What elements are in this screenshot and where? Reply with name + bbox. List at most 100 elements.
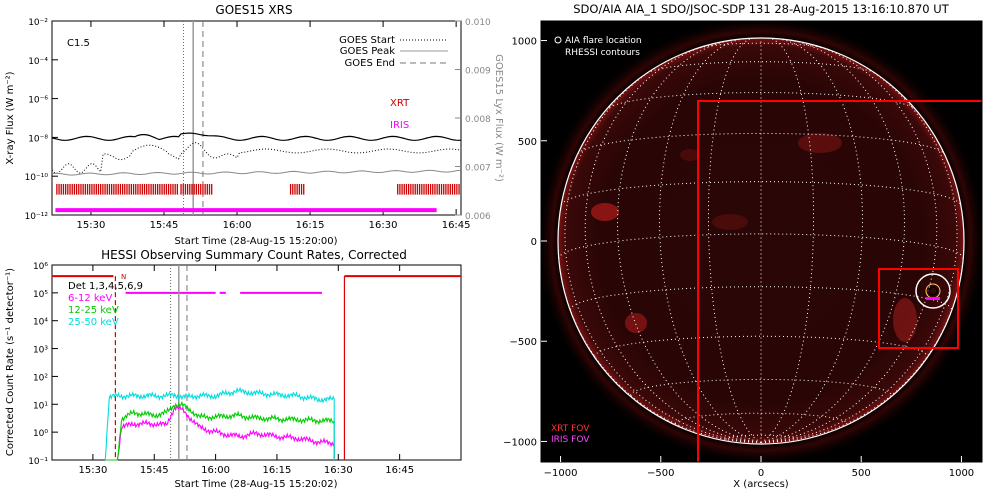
iris-slit-marker (926, 297, 940, 300)
active-region-south (625, 313, 647, 333)
goes-axes: 15:30 15:45 16:00 16:15 16:30 16:45 10⁻¹² 10⁻¹⁰… (25, 18, 491, 231)
hessi-x-tick-label: 16:15 (263, 465, 292, 476)
label-iris-fov: IRIS FOV (551, 435, 590, 445)
hessi-y-tick-label: 10³ (33, 346, 48, 356)
goes-y2-tick-label: 0.010 (465, 18, 491, 28)
goes-y-tick-label: 10⁻² (28, 18, 48, 28)
hessi-curves (52, 265, 461, 461)
aia-x-tick-label: 0 (758, 468, 764, 479)
iris-fov-box (878, 268, 959, 349)
rhessi-contours (925, 283, 941, 300)
hessi-title: HESSI Observing Summary Count Rates, Cor… (101, 248, 407, 262)
solar-limb (557, 37, 965, 445)
hessi-plot-frame (51, 264, 462, 461)
hessi-y-tick-label: 10² (33, 373, 48, 383)
goes-y2-tick-label: 0.008 (465, 115, 491, 125)
hessi-y-tick-label: 10⁰ (33, 429, 48, 439)
goes-long-channel-curve (51, 132, 462, 141)
grid-longitude-line (708, 37, 762, 443)
hessi-legend-title: Det 1,3,4,5,6,9 (68, 281, 143, 292)
goes-x-tick-label: 15:30 (77, 220, 106, 231)
label-xrt-fov: XRT FOV (551, 424, 590, 434)
legend-12-25kev: 12-25 keV (68, 305, 119, 316)
legend-6-12kev: 6-12 keV (68, 293, 112, 304)
goes-curves (51, 132, 462, 213)
grid-latitude-line (577, 132, 945, 154)
aia-y-tick-label: 0 (531, 237, 537, 248)
hessi-x-tick-label: 16:45 (385, 465, 414, 476)
active-regions (591, 133, 917, 342)
hessi-x-tick-label: 16:30 (324, 465, 353, 476)
goes-panel: GOES15 XRS C1.5 15:30 15:45 16:00 16:15 16:3… (5, 3, 504, 247)
flare-location-circle (915, 273, 951, 309)
grid-latitude-line (605, 91, 917, 110)
hessi-x-tick-label: 15:45 (140, 465, 169, 476)
goes-x-tick-label: 16:30 (369, 220, 398, 231)
hessi-legend: Det 1,3,4,5,6,9 6-12 keV 12-25 keV 25-50… (68, 281, 143, 328)
goes-y-tick-label: 10⁻⁶ (28, 96, 48, 106)
goes-y-tick-label: 10⁻¹⁰ (25, 173, 49, 183)
hessi-x-tick-label: 16:00 (201, 465, 230, 476)
rhessi-contour-inner (928, 286, 938, 296)
aia-panel: SDO/AIA AIA_1 SDO/JSOC-SDP 131 28-Aug-20… (503, 2, 983, 490)
hessi-series-6-12keV (105, 404, 335, 461)
goes-ylabel: X-ray Flux (W m⁻²) (5, 71, 16, 164)
aia-x-tick-label: 500 (852, 468, 871, 479)
goes-y-tick-label: 10⁻⁸ (28, 134, 48, 144)
goes-y2label: GOES15 Lyx Flux (W m⁻²) (493, 54, 504, 182)
hessi-y-tick-label: 10⁻¹ (28, 457, 48, 467)
goes-class-label: C1.5 (67, 38, 90, 49)
legend-goes-start: GOES Start (339, 35, 395, 46)
legend-rhessi-contours: RHESSI contours (565, 48, 640, 58)
active-region-ne (680, 149, 700, 161)
legend-goes-peak: GOES Peak (340, 46, 395, 57)
hessi-series-12-25keV (105, 400, 335, 461)
aia-y-tick-label: 500 (518, 137, 537, 148)
hessi-xlabel: Start Time (28-Aug-15 15:20:02) (174, 479, 337, 490)
hessi-ylabel: Corrected Count Rate (s⁻¹ detector⁻¹) (5, 268, 16, 456)
goes-y2-tick-label: 0.007 (465, 164, 491, 174)
iris-label: IRIS (390, 120, 409, 131)
active-region-north (798, 133, 842, 153)
hessi-panel: HESSI Observing Summary Count Rates, Cor… (5, 248, 462, 490)
goes-x-tick-label: 16:45 (442, 220, 471, 231)
grid-longitude-line (760, 37, 814, 443)
goes-x-tick-label: 15:45 (150, 220, 179, 231)
aia-xlabel: X (arcsecs) (733, 479, 789, 490)
aia-y-tick-label: 1000 (512, 37, 537, 48)
aia-legend: AIA flare location RHESSI contours XRT F… (551, 36, 642, 445)
xrt-label: XRT (390, 98, 410, 109)
goes-x-tick-label: 16:15 (296, 220, 325, 231)
goes-x-tick-label: 16:00 (223, 220, 252, 231)
aia-x-tick-label: 1000 (949, 468, 974, 479)
legend-aia-flare-location: AIA flare location (565, 36, 642, 46)
aia-x-tick-label: −500 (647, 468, 674, 479)
grid-longitude-line (760, 42, 938, 443)
hessi-y-tick-label: 10⁵ (33, 290, 48, 300)
grid-longitude-line (658, 38, 762, 443)
active-region-center (712, 214, 748, 230)
hessi-y-tick-label: 10⁶ (33, 262, 48, 272)
hessi-y-tick-label: 10⁴ (33, 318, 48, 328)
aia-legend-circle-icon (554, 36, 562, 44)
active-region-east (591, 203, 619, 221)
grid-longitude-line (760, 38, 864, 443)
goes-y2-tick-label: 0.006 (465, 212, 491, 222)
grid-longitude-line (584, 42, 762, 443)
hessi-n-label: N (121, 273, 126, 281)
aia-y-tick-label: −500 (510, 337, 537, 348)
goes-event-lines (182, 21, 204, 215)
grid-latitude-line (560, 181, 962, 205)
xrt-fov-box (697, 100, 982, 462)
aia-title: SDO/AIA AIA_1 SDO/JSOC-SDP 131 28-Aug-20… (573, 2, 949, 16)
legend-25-50kev: 25-50 keV (68, 317, 119, 328)
goes-xlabel: Start Time (28-Aug-15 15:20:00) (174, 236, 337, 247)
grid-latitude-line (725, 434, 797, 440)
active-region-west (893, 298, 917, 342)
goes-legend: GOES Start GOES Peak GOES End (339, 35, 448, 69)
goes-y2-tick-label: 0.009 (465, 67, 491, 77)
aia-y-tick-label: −1000 (503, 437, 537, 448)
goes-y-tick-label: 10⁻⁴ (28, 57, 48, 67)
solar-disk (558, 38, 964, 444)
